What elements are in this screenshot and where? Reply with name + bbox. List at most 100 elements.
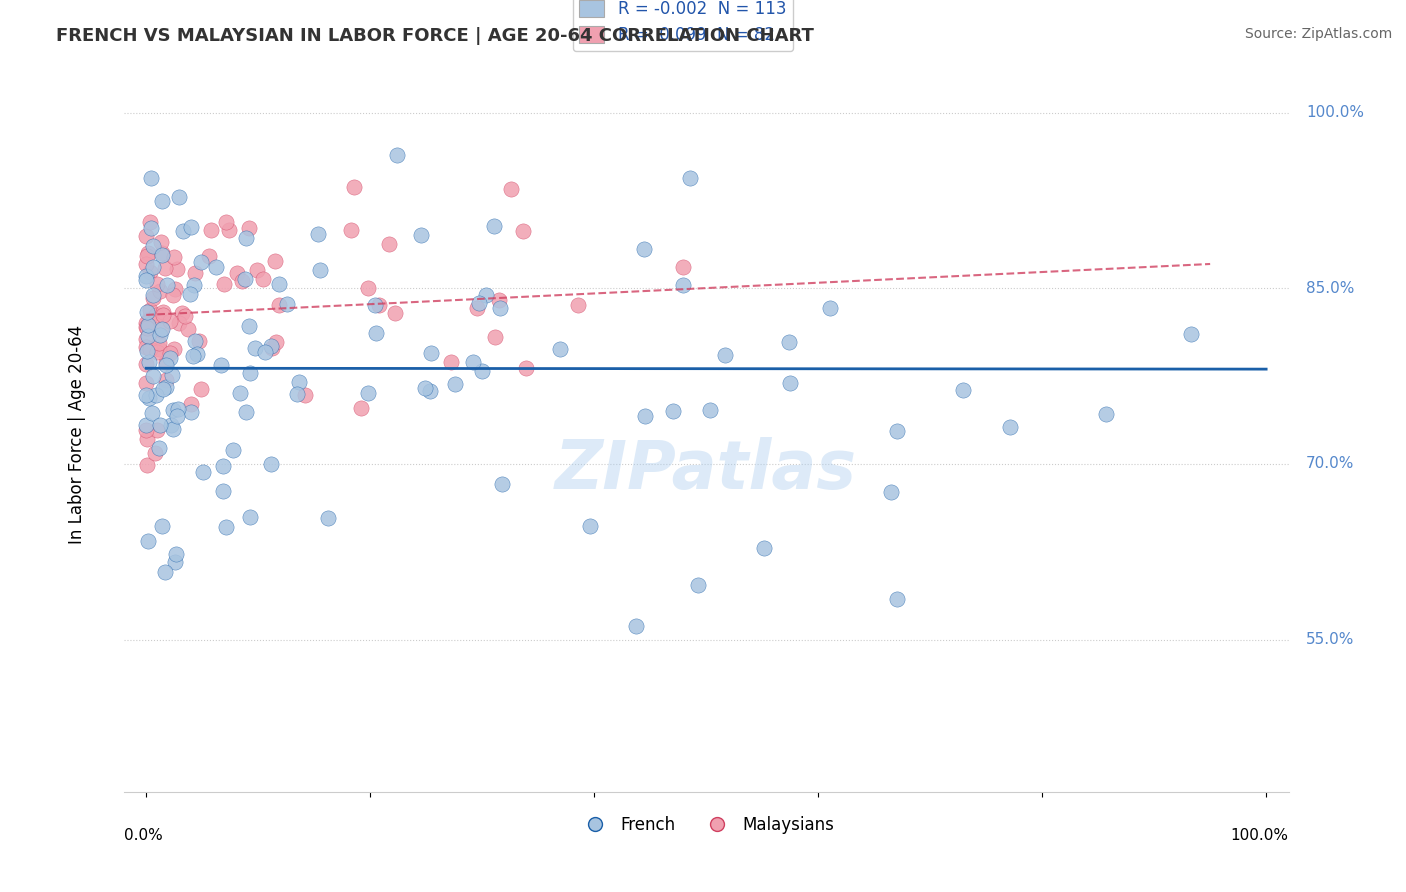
Point bbox=[145, 388, 167, 402]
Point bbox=[152, 304, 174, 318]
Point bbox=[183, 277, 205, 292]
Point bbox=[163, 282, 186, 296]
Point bbox=[634, 409, 657, 424]
Point bbox=[752, 541, 775, 555]
Point bbox=[135, 269, 157, 284]
Point bbox=[886, 424, 908, 438]
Point bbox=[167, 401, 190, 416]
Point bbox=[413, 381, 436, 395]
Point bbox=[148, 342, 170, 356]
Point bbox=[264, 253, 287, 268]
Point bbox=[1180, 327, 1202, 342]
Point bbox=[167, 189, 190, 203]
Point bbox=[461, 355, 484, 369]
Point bbox=[952, 383, 974, 397]
Point bbox=[778, 335, 800, 350]
Point bbox=[350, 401, 373, 415]
Point bbox=[444, 376, 467, 391]
Point bbox=[135, 376, 157, 391]
Point bbox=[190, 255, 212, 269]
Point bbox=[135, 388, 157, 402]
Point bbox=[238, 319, 260, 334]
Point bbox=[233, 272, 256, 286]
Point bbox=[167, 316, 190, 330]
Point bbox=[135, 229, 157, 244]
Point bbox=[515, 360, 537, 375]
Point bbox=[136, 305, 159, 319]
Point bbox=[579, 518, 602, 533]
Point bbox=[294, 387, 316, 401]
Point bbox=[138, 312, 160, 326]
Point bbox=[264, 334, 287, 349]
Point bbox=[142, 239, 165, 253]
Point bbox=[136, 329, 159, 343]
Point bbox=[156, 278, 179, 293]
Text: 70.0%: 70.0% bbox=[1306, 457, 1354, 472]
Point bbox=[139, 343, 162, 357]
Point bbox=[179, 286, 201, 301]
Point bbox=[148, 336, 170, 351]
Point bbox=[238, 221, 260, 235]
Point bbox=[364, 298, 387, 312]
Point bbox=[357, 385, 380, 400]
Point bbox=[512, 224, 534, 238]
Point bbox=[672, 260, 695, 275]
Point bbox=[155, 379, 177, 393]
Point bbox=[150, 518, 173, 533]
Point bbox=[135, 272, 157, 286]
Point bbox=[205, 260, 228, 274]
Point bbox=[231, 274, 253, 288]
Point bbox=[260, 341, 283, 355]
Point bbox=[146, 345, 169, 359]
Point bbox=[468, 295, 491, 310]
Point bbox=[136, 249, 159, 263]
Point bbox=[211, 458, 233, 473]
Point bbox=[152, 382, 174, 396]
Point bbox=[307, 227, 329, 241]
Point bbox=[139, 171, 162, 186]
Point bbox=[136, 343, 159, 358]
Point bbox=[364, 326, 387, 340]
Legend: French, Malaysians: French, Malaysians bbox=[572, 809, 841, 841]
Point bbox=[163, 555, 186, 569]
Point bbox=[174, 309, 197, 323]
Point bbox=[181, 349, 204, 363]
Point bbox=[471, 364, 494, 378]
Point bbox=[779, 376, 801, 390]
Point bbox=[160, 368, 183, 382]
Point bbox=[166, 261, 188, 276]
Point bbox=[1095, 408, 1118, 422]
Point bbox=[150, 194, 173, 208]
Text: FRENCH VS MALAYSIAN IN LABOR FORCE | AGE 20-64 CORRELATION CHART: FRENCH VS MALAYSIAN IN LABOR FORCE | AGE… bbox=[56, 27, 814, 45]
Point bbox=[384, 306, 406, 320]
Point bbox=[484, 219, 506, 233]
Point bbox=[488, 293, 510, 307]
Point bbox=[176, 322, 198, 336]
Point bbox=[141, 221, 163, 235]
Point bbox=[491, 476, 513, 491]
Point bbox=[419, 384, 441, 398]
Point bbox=[165, 547, 187, 561]
Point bbox=[149, 417, 172, 432]
Point bbox=[135, 339, 157, 353]
Point bbox=[235, 405, 257, 419]
Point bbox=[141, 288, 163, 302]
Point bbox=[484, 330, 506, 344]
Point bbox=[135, 357, 157, 371]
Point bbox=[818, 301, 841, 315]
Point bbox=[475, 287, 498, 301]
Point bbox=[235, 231, 257, 245]
Point bbox=[150, 321, 173, 335]
Text: 0.0%: 0.0% bbox=[124, 828, 163, 843]
Point bbox=[163, 250, 186, 264]
Text: ZIPatlas: ZIPatlas bbox=[555, 437, 858, 503]
Point bbox=[267, 277, 290, 291]
Point bbox=[155, 358, 177, 372]
Text: 85.0%: 85.0% bbox=[1306, 281, 1354, 296]
Point bbox=[135, 423, 157, 437]
Point bbox=[501, 182, 523, 196]
Point bbox=[159, 346, 181, 360]
Point bbox=[624, 619, 647, 633]
Point bbox=[135, 332, 157, 346]
Point bbox=[409, 227, 432, 242]
